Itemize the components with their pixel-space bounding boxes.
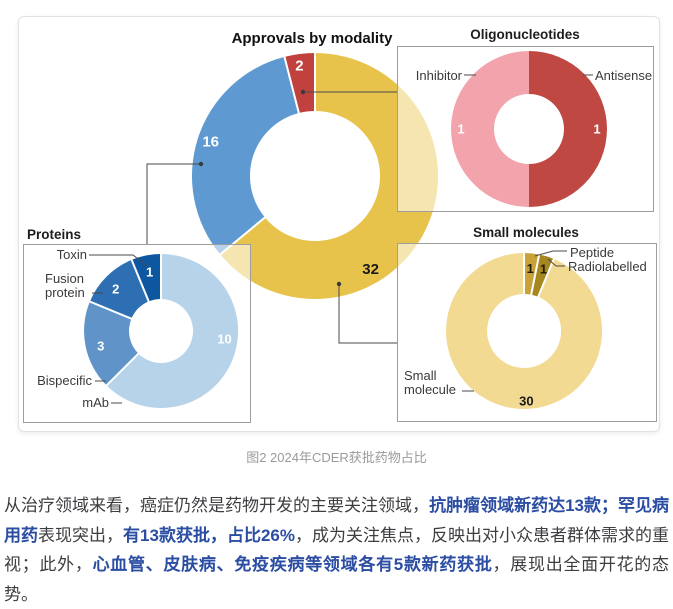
body-paragraph: 从治疗领域来看，癌症仍然是药物开发的主要关注领域，抗肿瘤领域新药达13款；罕见病… xyxy=(4,491,669,609)
connector-proteins xyxy=(146,163,201,244)
label-small-molecule: Small molecule xyxy=(404,368,457,397)
proteins-segment-Fusion protein xyxy=(89,259,149,319)
label-peptide: Peptide xyxy=(570,245,615,260)
paragraph-run-em: 有13款获批，占比26% xyxy=(123,525,295,545)
oligonucleotides-value-label: 1 xyxy=(593,122,600,137)
segment-separator xyxy=(88,300,133,321)
segment-separator xyxy=(536,257,556,299)
small-molecules-segment-Radiolabelled xyxy=(531,254,554,297)
small-molecules-segment-Peptide xyxy=(524,253,540,295)
segment-separator xyxy=(530,253,541,296)
main-chart-title: Approvals by modality xyxy=(231,30,393,47)
panel-title-oligonucleotides: Oligonucleotides xyxy=(470,27,580,42)
leader-peptide xyxy=(534,250,567,257)
panel-title-small-molecules: Small molecules xyxy=(473,225,579,240)
figure-card: Approvals by modality 32 16 2 1 1 10 3 2 1 1 1 30 … xyxy=(18,16,660,432)
label-radiolabelled: Radiolabelled xyxy=(568,259,647,274)
paragraph-run-normal: 从治疗领域来看，癌症仍然是药物开发的主要关注领域， xyxy=(4,496,430,515)
segment-separator xyxy=(105,352,140,387)
proteins-value-label: 1 xyxy=(146,265,153,280)
small-molecules-value-label: 1 xyxy=(527,261,534,276)
paragraph-run-normal: ，展现出全面开花的态势。 xyxy=(4,555,670,604)
proteins-value-label: 10 xyxy=(217,331,231,346)
panel-title-proteins: Proteins xyxy=(27,227,82,242)
segment-separator xyxy=(130,258,151,303)
proteins-segment-Bispecific xyxy=(84,301,139,386)
approvals-by-modality-value-label: 16 xyxy=(202,133,219,150)
proteins-value-label: 3 xyxy=(97,339,104,354)
approvals-by-modality-segment-Oligonucleotides xyxy=(284,53,315,113)
small-molecules-segment-Small molecule xyxy=(446,253,603,409)
proteins-value-label: 2 xyxy=(112,281,119,296)
connector-small-molecules xyxy=(338,284,397,344)
oligonucleotides-segment-Inhibitor xyxy=(451,51,529,207)
connector-small-molecules-dot xyxy=(336,281,342,287)
approvals-by-modality-segment-Small molecules xyxy=(220,53,438,299)
oligonucleotides-value-label: 1 xyxy=(457,122,464,137)
paragraph-run-normal: 表现突出， xyxy=(38,525,124,545)
leader-toxin xyxy=(89,254,148,267)
proteins-segment-Toxin xyxy=(131,254,161,302)
label-fusion-protein: Fusion protein xyxy=(45,271,85,300)
figure-caption: 图2 2024年CDER获批药物占比 xyxy=(246,450,427,465)
label-inhibitor: Inhibitor xyxy=(415,68,462,83)
label-mab: mAb xyxy=(82,395,109,410)
paragraph-run-em: 抗肿瘤领域新药达13款；罕见病用药 xyxy=(4,496,669,545)
label-toxin: Toxin xyxy=(56,247,87,262)
approvals-by-modality-segment-Proteins xyxy=(192,56,299,255)
leader-radiolabelled xyxy=(547,258,565,267)
proteins-segment-mAb xyxy=(106,253,239,408)
small-molecules-value-label: 1 xyxy=(540,262,547,277)
oligonucleotides-segment-Antisense xyxy=(529,51,607,207)
segment-separator xyxy=(283,55,301,115)
approvals-by-modality-value-label: 32 xyxy=(362,261,379,278)
connector-proteins-dot xyxy=(198,161,204,167)
paragraph-run-em: 心血管、皮肤病、免疫疾病等领域各有5款新药获批 xyxy=(92,555,493,574)
approvals-by-modality-value-label: 2 xyxy=(295,57,303,74)
connector-oligonucleotides-dot xyxy=(300,89,306,95)
paragraph-run-normal: ，成为关注焦点，反映出对小众患者群体需求的重视；此外， xyxy=(4,525,670,575)
small-molecules-value-label: 30 xyxy=(519,394,533,409)
label-bispecific: Bispecific xyxy=(37,373,92,388)
main-donut-svg: 32 16 2 xyxy=(192,52,438,299)
label-antisense: Antisense xyxy=(595,68,653,83)
